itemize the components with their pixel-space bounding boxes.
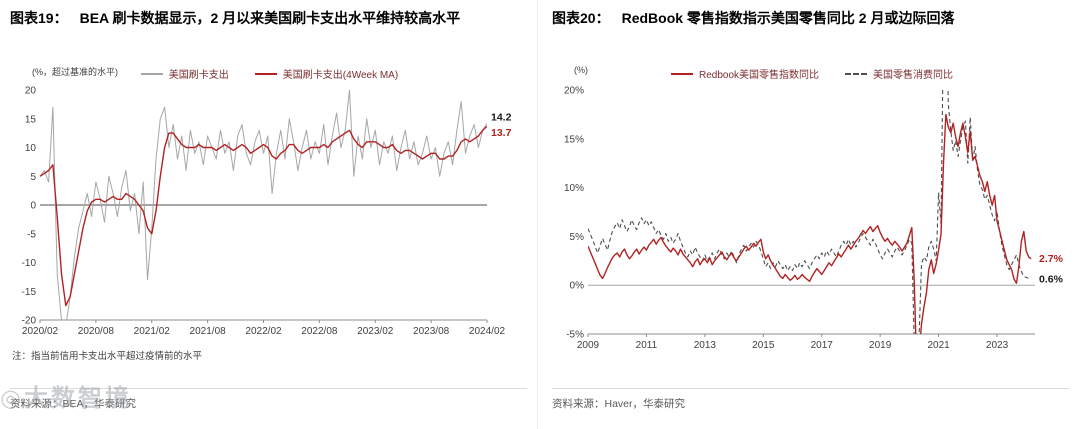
svg-text:2023/02: 2023/02 xyxy=(357,326,394,337)
svg-text:2021/02: 2021/02 xyxy=(134,326,171,337)
figure-20-title-text: RedBook 零售指数指示美国零售同比 2 月或边际回落 xyxy=(621,10,955,26)
figure-20-label: 图表20： xyxy=(552,10,610,26)
figure-20-title: 图表20： RedBook 零售指数指示美国零售同比 2 月或边际回落 xyxy=(552,8,1072,50)
legend-swatch-redbook_yoy xyxy=(670,72,693,75)
end-value-labels: 2.7% 0.6% xyxy=(1039,253,1064,285)
figure-19-label: 图表19： xyxy=(10,10,68,26)
y-tick-labels: -20 -15 -10 -5 0 5 10 15 20 xyxy=(22,86,37,327)
series-redbook_yoy xyxy=(588,113,1032,334)
legend-label-card_spend_ma: 美国刷卡支出(4Week MA) xyxy=(282,70,399,81)
svg-text:2.7%: 2.7% xyxy=(1039,253,1064,265)
series-retail_sales_yoy xyxy=(588,90,1032,334)
series-card_spend xyxy=(40,90,487,320)
figure-19-title: 图表19： BEA 刷卡数据显示，2 月以来美国刷卡支出水平维持较高水平 xyxy=(10,8,529,50)
left-axis-unit-label: (%，超过基准的水平) xyxy=(32,67,118,77)
svg-text:0: 0 xyxy=(30,201,36,212)
svg-text:2023: 2023 xyxy=(986,340,1009,351)
right-chart-header: (%) Redbook美国零售指数同比 美国零售消费同比 xyxy=(552,62,1072,82)
svg-text:-10: -10 xyxy=(22,258,37,269)
legend-item-retail_sales_yoy: 美国零售消费同比 xyxy=(845,66,953,81)
svg-text:14.2: 14.2 xyxy=(491,111,512,123)
svg-text:0%: 0% xyxy=(570,281,585,292)
legend-swatch-retail_sales_yoy xyxy=(845,72,868,75)
redbook-retail-chart: -5% 0% 5% 10% 15% 20% 2009 2011 2013 2015 2017 2019… xyxy=(564,86,1064,352)
figure-20-source: 资料来源：Haver，华泰研究 xyxy=(552,398,686,410)
svg-text:15: 15 xyxy=(25,114,37,125)
legend-label-redbook_yoy: Redbook美国零售指数同比 xyxy=(698,70,820,81)
y-tick-labels: -5% 0% 5% 10% 15% 20% xyxy=(564,86,584,341)
svg-text:2021: 2021 xyxy=(927,340,950,351)
x-tick-labels: 2009 2011 2013 2015 2017 2019 2021 2023 xyxy=(577,334,1009,351)
svg-text:2020/02: 2020/02 xyxy=(22,326,59,337)
svg-text:2022/08: 2022/08 xyxy=(301,326,338,337)
svg-text:20: 20 xyxy=(25,86,37,97)
svg-text:2021/08: 2021/08 xyxy=(190,326,227,337)
svg-text:2023/08: 2023/08 xyxy=(413,326,450,337)
legend-swatch-card_spend xyxy=(140,72,163,75)
x-tick-labels: 2020/02 2020/08 2021/02 2021/08 2022/02 2022/… xyxy=(22,320,506,337)
svg-text:5: 5 xyxy=(30,172,36,183)
svg-text:2024/02: 2024/02 xyxy=(469,326,506,337)
legend-item-redbook_yoy: Redbook美国零售指数同比 xyxy=(670,66,820,81)
figure-19-title-text: BEA 刷卡数据显示，2 月以来美国刷卡支出水平维持较高水平 xyxy=(79,10,461,26)
legend-swatch-card_spend_ma xyxy=(254,72,277,75)
series-lines xyxy=(40,90,487,320)
svg-text:2013: 2013 xyxy=(694,340,717,351)
right-chart-legend: Redbook美国零售指数同比 美国零售消费同比 xyxy=(552,62,1072,81)
svg-text:13.7: 13.7 xyxy=(491,127,512,139)
svg-text:20%: 20% xyxy=(564,86,584,97)
svg-text:2009: 2009 xyxy=(577,340,600,351)
svg-text:10%: 10% xyxy=(564,183,584,194)
legend-item-card_spend: 美国刷卡支出 xyxy=(140,66,229,81)
svg-text:-5: -5 xyxy=(27,229,36,240)
figure-19-note: 注：指当前信用卡支出水平超过疫情前的水平 xyxy=(12,351,203,362)
svg-text:2019: 2019 xyxy=(869,340,892,351)
svg-text:2020/08: 2020/08 xyxy=(78,326,115,337)
svg-text:5%: 5% xyxy=(570,232,585,243)
series-lines xyxy=(588,90,1032,334)
svg-text:2011: 2011 xyxy=(636,340,658,351)
left-chart-header: (%，超过基准的水平) 美国刷卡支出 美国刷卡支出(4Week MA) xyxy=(10,62,529,82)
svg-text:-20: -20 xyxy=(22,316,37,327)
svg-text:-15: -15 xyxy=(22,287,37,298)
svg-text:2015: 2015 xyxy=(752,340,775,351)
svg-text:10: 10 xyxy=(25,143,37,154)
figure-20-panel: 图表20： RedBook 零售指数指示美国零售同比 2 月或边际回落 (%) R… xyxy=(537,0,1080,429)
legend-label-retail_sales_yoy: 美国零售消费同比 xyxy=(873,70,954,81)
left-chart-legend: 美国刷卡支出 美国刷卡支出(4Week MA) xyxy=(10,62,529,81)
series-card_spend_ma xyxy=(40,125,487,307)
right-axis-unit-label: (%) xyxy=(574,65,588,75)
figure-20-source-row: 资料来源：Haver，华泰研究 xyxy=(552,388,1070,411)
svg-text:2022/02: 2022/02 xyxy=(245,326,282,337)
svg-text:0.6%: 0.6% xyxy=(1039,273,1064,285)
figure-19-panel: 图表19： BEA 刷卡数据显示，2 月以来美国刷卡支出水平维持较高水平 (%，超… xyxy=(0,0,537,429)
svg-text:2017: 2017 xyxy=(811,340,834,351)
figure-19-source: 资料来源：BEA，华泰研究 xyxy=(10,398,137,410)
end-value-labels: 14.2 13.7 xyxy=(491,111,512,139)
legend-label-card_spend: 美国刷卡支出 xyxy=(168,70,229,81)
us-card-spending-chart: -20 -15 -10 -5 0 5 10 15 20 2020/02 2020/08 2021/02… xyxy=(22,86,512,338)
svg-text:-5%: -5% xyxy=(566,330,584,341)
figure-19-source-row: 资料来源：BEA，华泰研究 xyxy=(10,388,527,411)
svg-text:15%: 15% xyxy=(564,134,584,145)
legend-item-card_spend_ma: 美国刷卡支出(4Week MA) xyxy=(254,66,399,81)
